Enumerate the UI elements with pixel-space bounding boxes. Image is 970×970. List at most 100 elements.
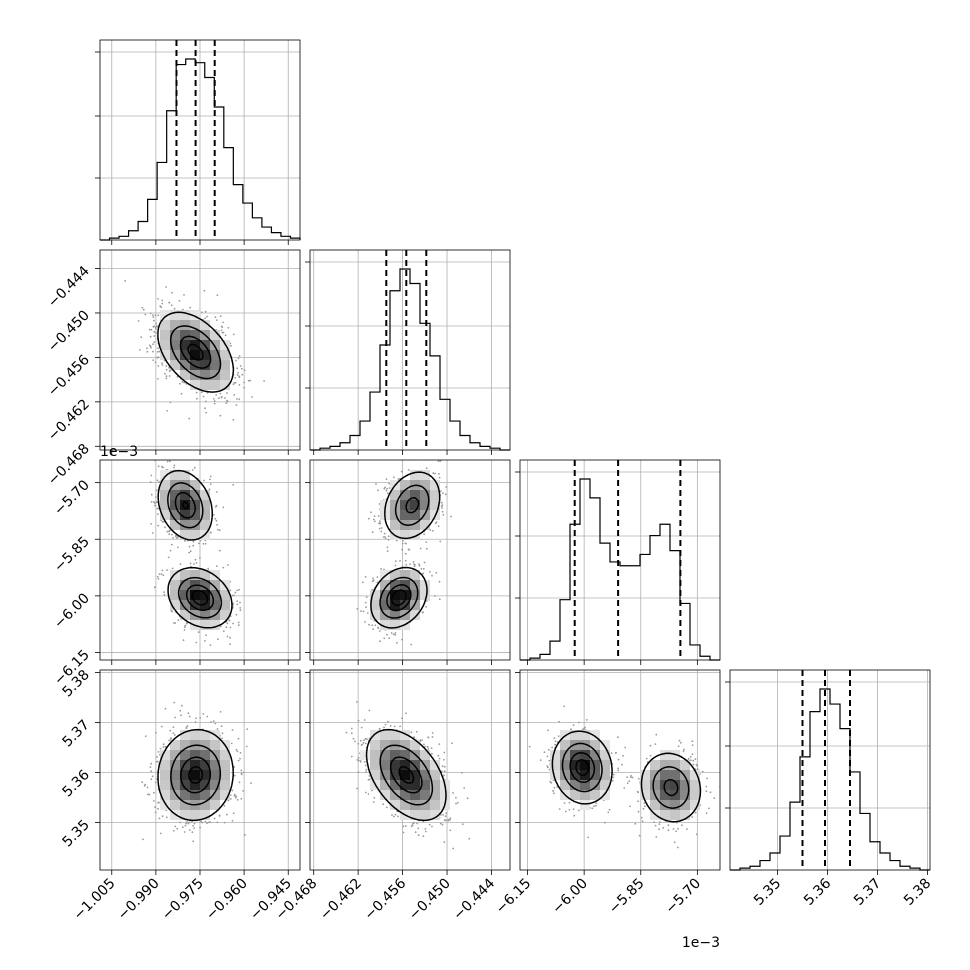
sample-point (181, 381, 184, 383)
sample-point (356, 759, 359, 761)
sample-point (236, 603, 239, 606)
density-cell (170, 790, 180, 800)
density-cell (390, 580, 400, 590)
sample-point (194, 558, 197, 561)
sample-point (437, 754, 440, 757)
density-cell (400, 770, 410, 780)
density-cell (200, 490, 210, 500)
sample-point (244, 834, 246, 836)
density-cell (690, 800, 700, 810)
density-cell (580, 760, 590, 770)
sample-point (441, 507, 443, 509)
sample-point (172, 537, 175, 539)
sample-point (230, 344, 232, 347)
density-cell (190, 760, 200, 770)
density-cell (550, 760, 560, 770)
sample-point (226, 400, 229, 403)
joint-content-3-1 (345, 701, 471, 850)
sample-point (150, 328, 153, 331)
sample-point (397, 815, 399, 818)
sample-point (144, 783, 147, 786)
sample-point (173, 734, 176, 736)
sample-point (157, 351, 159, 353)
sample-point (378, 728, 381, 730)
joint-content-3-2 (528, 705, 720, 849)
sample-point (237, 759, 240, 762)
density-cell (200, 810, 210, 820)
sample-point (189, 829, 191, 831)
density-cell (160, 470, 170, 480)
sample-point (539, 759, 542, 761)
sample-point (558, 720, 561, 723)
sample-point (425, 547, 428, 550)
sample-point (155, 731, 157, 734)
sample-point (224, 334, 227, 337)
contour-level-3 (187, 343, 204, 361)
sample-point (198, 542, 200, 545)
sample-point (386, 487, 388, 490)
density-cell (210, 790, 220, 800)
sample-point (229, 643, 232, 645)
density-cell (190, 570, 200, 580)
sample-point (370, 511, 372, 514)
sample-point (570, 728, 572, 731)
density-cell (220, 340, 230, 350)
sample-point (183, 831, 186, 833)
sample-point (414, 831, 417, 834)
density-cell (580, 740, 590, 750)
density-cell (220, 380, 230, 390)
sample-point (573, 814, 576, 817)
density-cell (210, 360, 220, 370)
sample-point (445, 812, 448, 815)
density-cell (420, 750, 430, 760)
density-cell (200, 620, 210, 630)
sample-point (677, 745, 680, 748)
sample-point (425, 605, 427, 608)
sample-point (655, 836, 658, 838)
sample-point (636, 790, 639, 793)
sample-point (447, 819, 450, 822)
sample-point (645, 757, 648, 760)
sample-point (410, 825, 413, 828)
contour-level-2 (174, 491, 215, 612)
sample-point (226, 813, 228, 816)
sample-point (222, 630, 225, 633)
sample-point (185, 822, 187, 825)
sample-point (350, 755, 353, 758)
sample-point (199, 557, 201, 559)
sample-point (165, 377, 168, 380)
density-cell (380, 730, 390, 740)
density-cell (170, 510, 180, 520)
sample-point (368, 709, 371, 712)
sample-point (171, 291, 173, 294)
density-cell (160, 350, 170, 360)
sample-point (438, 757, 441, 760)
density-cell (390, 590, 400, 600)
sample-point (249, 379, 252, 382)
sample-point (690, 759, 692, 762)
sample-point (209, 475, 212, 478)
sample-point (387, 538, 390, 541)
sample-point (216, 728, 219, 730)
sample-point (392, 633, 395, 636)
x-tick-label-1-3: −0.450 (406, 876, 454, 924)
sample-point (124, 280, 127, 282)
density-cell (170, 360, 180, 370)
sample-point (377, 489, 379, 492)
density-cell (400, 800, 410, 810)
x-tick-label-2-2: −5.85 (606, 876, 648, 918)
sample-point (705, 785, 708, 788)
density-cell (560, 740, 570, 750)
sample-point (401, 717, 403, 720)
sample-point (610, 752, 613, 754)
density-cell (560, 780, 570, 790)
sample-point (691, 744, 694, 746)
sample-point (195, 717, 197, 720)
density-cell (660, 810, 670, 820)
density-cell (410, 610, 420, 620)
y-tick-label-3-2: 5.37 (59, 717, 92, 750)
sample-point (165, 375, 168, 378)
density-cell (220, 360, 230, 370)
density-cell (430, 760, 440, 770)
sample-point (691, 816, 694, 818)
